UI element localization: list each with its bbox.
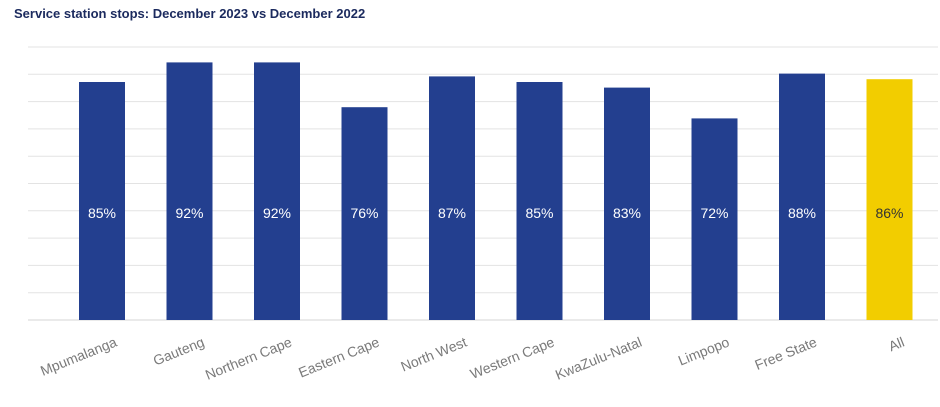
bar-north-west	[429, 76, 475, 321]
x-tick-label: Free State	[752, 334, 819, 373]
bar-value-label: 88%	[788, 205, 816, 221]
bar-value-labels: 85% 92% 92% 76% 87% 85% 83% 72% 88% 86%	[88, 205, 904, 221]
bar-mpumalanga	[79, 82, 125, 320]
bar-all	[866, 79, 913, 320]
x-tick-label: Eastern Cape	[296, 334, 382, 381]
bar-limpopo	[691, 118, 738, 321]
bar-value-label: 92%	[175, 205, 203, 221]
bar-free-state	[779, 73, 825, 320]
bar-value-label: 85%	[525, 205, 553, 221]
bar-value-label: 83%	[613, 205, 641, 221]
bar-eastern-cape	[341, 107, 388, 320]
x-tick-label: Limpopo	[676, 334, 732, 369]
x-tick-label: KwaZulu-Natal	[553, 334, 644, 383]
bar-value-label: 85%	[88, 205, 116, 221]
x-tick-label: North West	[398, 334, 469, 375]
bar-northern-cape	[254, 62, 300, 321]
bar-kwazulu-natal	[604, 87, 650, 320]
bar-value-label: 86%	[875, 205, 903, 221]
chart-title: Service station stops: December 2023 vs …	[14, 6, 366, 21]
bar-gauteng	[166, 62, 213, 321]
x-tick-label: Western Cape	[468, 334, 557, 382]
x-tick-label: Northern Cape	[203, 334, 294, 383]
bar-value-label: 76%	[350, 205, 378, 221]
x-tick-label: Gauteng	[151, 334, 207, 369]
bar-value-label: 72%	[700, 205, 728, 221]
x-tick-label: All	[886, 334, 906, 355]
bar-value-label: 87%	[438, 205, 466, 221]
bar-western-cape	[516, 82, 563, 320]
bars	[79, 62, 913, 321]
bar-value-label: 92%	[263, 205, 291, 221]
x-tick-label: Mpumalanga	[38, 334, 119, 379]
